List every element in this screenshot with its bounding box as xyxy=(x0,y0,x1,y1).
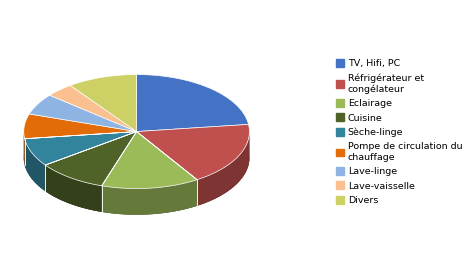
Ellipse shape xyxy=(24,101,250,215)
Polygon shape xyxy=(24,114,137,139)
Polygon shape xyxy=(24,139,45,191)
Legend: TV, Hifi, PC, Réfrigérateur et
congélateur, Eclairage, Cuisine, Sèche-linge, Pom: TV, Hifi, PC, Réfrigérateur et congélate… xyxy=(332,55,466,209)
Polygon shape xyxy=(197,132,250,206)
Polygon shape xyxy=(137,124,250,180)
Polygon shape xyxy=(45,131,137,186)
Polygon shape xyxy=(102,180,197,215)
Polygon shape xyxy=(45,165,102,212)
Polygon shape xyxy=(102,131,197,189)
Polygon shape xyxy=(137,75,249,131)
Polygon shape xyxy=(45,165,102,212)
Polygon shape xyxy=(70,75,137,131)
Polygon shape xyxy=(24,139,45,191)
Polygon shape xyxy=(102,180,197,215)
Polygon shape xyxy=(49,86,137,131)
Polygon shape xyxy=(197,132,250,206)
Polygon shape xyxy=(29,95,137,131)
Polygon shape xyxy=(24,131,137,165)
